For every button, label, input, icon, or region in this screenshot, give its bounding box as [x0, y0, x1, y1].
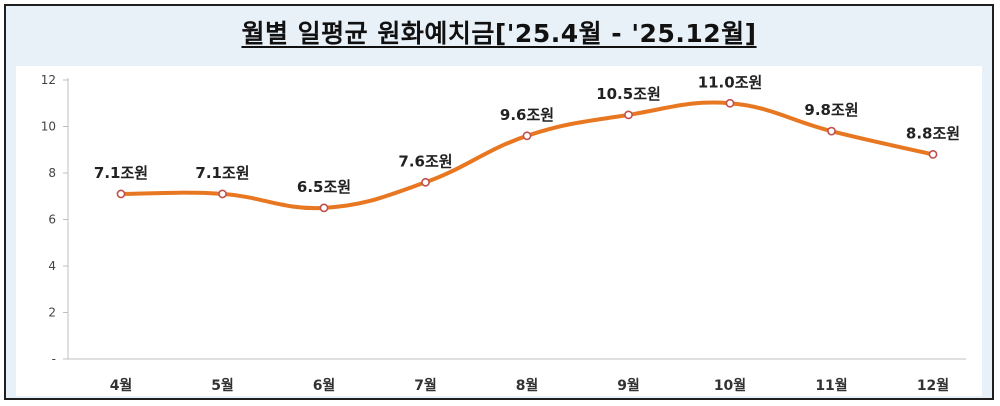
data-label: 7.6조원: [398, 152, 452, 170]
x-tick-label: 9월: [617, 377, 640, 394]
data-point: [928, 150, 938, 159]
data-label: 7.1조원: [195, 164, 249, 182]
y-tick-label: 10: [41, 120, 56, 134]
y-tick-label: -: [52, 352, 56, 366]
y-tick-label: 2: [48, 306, 56, 320]
data-label: 7.1조원: [94, 164, 148, 182]
line-chart: - 2 4 6 8 10 12 4월 5월 6월 7월 8월 9월 10월 11월 12월 7.1조원 7.1조원…: [41, 73, 966, 394]
y-tick-label: 12: [41, 73, 56, 87]
plot-area: - 2 4 6 8 10 12 4월 5월 6월 7월 8월 9월 10월 11월 12월 7.1조원 7.1조원…: [16, 66, 982, 396]
data-label: 9.6조원: [500, 106, 554, 124]
data-point: [725, 98, 735, 108]
x-tick-label: 5월: [211, 377, 234, 394]
x-tick-label: 12월: [917, 377, 949, 394]
data-point: [319, 203, 329, 213]
data-point: [624, 110, 633, 120]
x-tick-label: 8월: [516, 377, 539, 394]
x-tick-label: 11월: [815, 377, 847, 394]
y-tick-label: 8: [48, 166, 56, 180]
x-tick-label: 7월: [414, 377, 437, 394]
data-label: 10.5조원: [596, 85, 661, 103]
x-tick-label: 6월: [313, 377, 336, 394]
y-tick-label: 6: [48, 213, 56, 227]
data-point: [218, 189, 227, 199]
chart-frame: 월별 일평균 원화예치금['25.4월 - '25.12월] - 2 4 6 8 10 12…: [4, 4, 994, 400]
data-point: [522, 131, 532, 141]
x-tick-label: 10월: [714, 377, 746, 394]
data-label: 8.8조원: [906, 124, 960, 142]
data-point: [116, 189, 126, 199]
title-bar: 월별 일평균 원화예치금['25.4월 - '25.12월]: [6, 6, 992, 58]
x-tick-label: 4월: [110, 377, 133, 394]
chart-title: 월별 일평균 원화예치금['25.4월 - '25.12월]: [241, 19, 757, 48]
data-point: [421, 177, 430, 187]
data-point: [827, 126, 836, 136]
data-label: 9.8조원: [804, 101, 858, 119]
data-label: 6.5조원: [297, 178, 351, 196]
data-label: 11.0조원: [698, 73, 763, 91]
y-tick-label: 4: [48, 259, 56, 273]
